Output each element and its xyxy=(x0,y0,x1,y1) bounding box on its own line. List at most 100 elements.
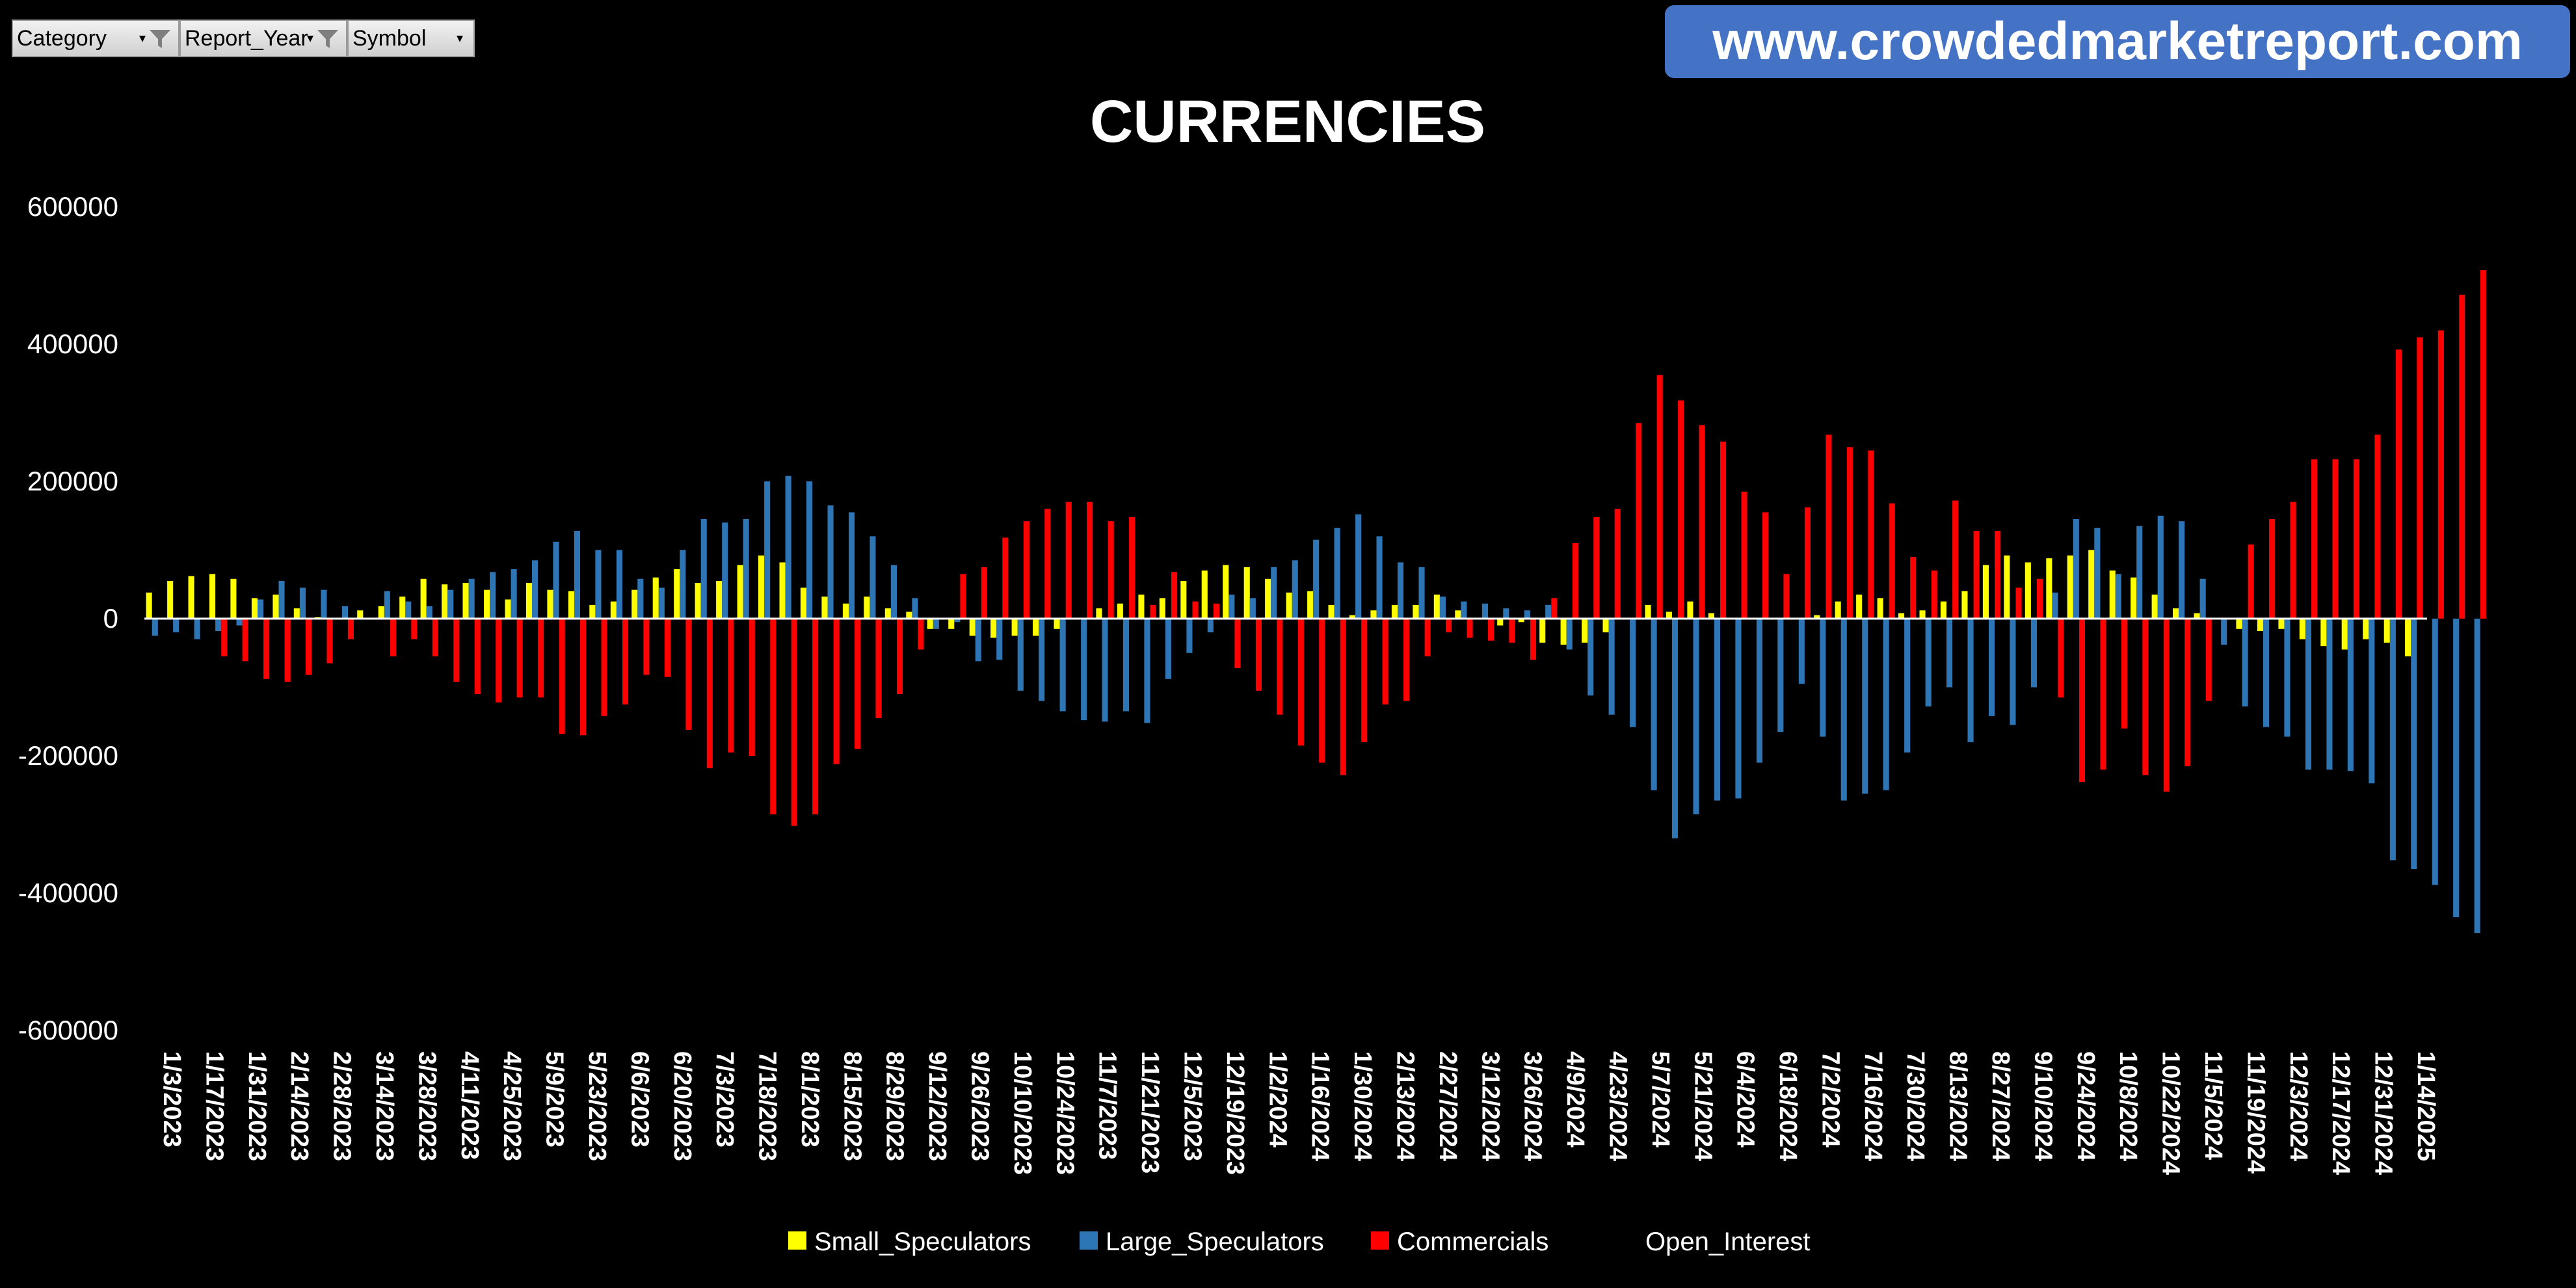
bar-commercials xyxy=(1192,601,1199,619)
bar-commercials xyxy=(1551,598,1558,619)
x-tick-label: 12/3/2024 xyxy=(2285,1051,2312,1161)
bar-small-speculators xyxy=(1856,595,1863,619)
bar-commercials xyxy=(833,619,840,764)
bar-large-speculators xyxy=(1714,619,1720,801)
bar-small-speculators xyxy=(1159,598,1165,619)
bar-commercials xyxy=(2459,295,2465,619)
bar-small-speculators xyxy=(1096,608,1102,619)
bar-small-speculators xyxy=(209,574,216,619)
bar-small-speculators xyxy=(842,603,849,619)
bar-large-speculators xyxy=(1820,619,1826,737)
x-tick-label: 11/7/2023 xyxy=(1094,1051,1121,1160)
bar-small-speculators xyxy=(2151,595,2158,619)
bar-small-speculators xyxy=(1033,619,1039,636)
bar-small-speculators xyxy=(188,576,194,619)
bar-small-speculators xyxy=(1602,619,1609,633)
bar-commercials xyxy=(1699,425,1705,619)
bar-small-speculators xyxy=(2194,613,2200,619)
bar-commercials xyxy=(2395,349,2402,619)
bar-small-speculators xyxy=(1961,591,1968,619)
bar-commercials xyxy=(897,619,903,694)
bar-small-speculators xyxy=(1835,601,1841,619)
bar-large-speculators xyxy=(1545,604,1552,619)
bar-commercials xyxy=(601,619,607,716)
bar-commercials xyxy=(559,619,565,734)
x-tick-label: 6/20/2023 xyxy=(669,1051,696,1161)
x-tick-label: 11/21/2023 xyxy=(1136,1051,1163,1174)
bar-small-speculators xyxy=(2257,619,2263,631)
x-tick-label: 10/10/2023 xyxy=(1009,1051,1036,1175)
bar-commercials xyxy=(749,619,755,756)
bar-large-speculators xyxy=(1418,567,1425,619)
bar-large-speculators xyxy=(743,519,749,619)
bar-small-speculators xyxy=(2341,619,2348,650)
bar-commercials xyxy=(1129,517,1135,619)
website-banner-button[interactable]: www.crowdedmarketreport.com xyxy=(1665,5,2570,78)
bar-small-speculators xyxy=(1560,619,1567,645)
bar-commercials xyxy=(770,619,777,814)
category-filter-label: Category xyxy=(17,26,107,51)
x-tick-label: 9/24/2024 xyxy=(2072,1051,2099,1161)
symbol-filter-label: Symbol xyxy=(352,26,427,51)
bar-commercials xyxy=(960,574,966,619)
bar-large-speculators xyxy=(1777,619,1784,732)
bar-large-speculators xyxy=(321,589,327,619)
bar-commercials xyxy=(2332,459,2339,619)
report-year-filter-button[interactable]: Report_Year ▾ xyxy=(179,20,347,57)
bar-large-speculators xyxy=(511,569,517,619)
bar-large-speculators xyxy=(278,581,285,619)
bar-large-speculators xyxy=(1334,528,1340,619)
bar-commercials xyxy=(1741,491,1747,619)
bar-large-speculators xyxy=(2199,578,2206,619)
y-axis: 600000 400000 200000 0 -200000 -400000 -600000 xyxy=(18,191,118,1045)
x-tick-label: 1/3/2023 xyxy=(158,1051,185,1147)
x-tick-label: 3/28/2023 xyxy=(413,1051,440,1161)
bar-large-speculators xyxy=(954,619,961,623)
bar-small-speculators xyxy=(927,619,933,629)
bar-small-speculators xyxy=(674,569,680,619)
bar-large-speculators xyxy=(1840,619,1847,801)
x-tick-label: 3/12/2024 xyxy=(1476,1051,1504,1161)
bar-small-speculators xyxy=(716,581,723,619)
bar-large-speculators xyxy=(2389,619,2396,861)
bar-small-speculators xyxy=(906,611,912,619)
bar-commercials xyxy=(390,619,396,656)
symbol-filter-button[interactable]: Symbol ▾ xyxy=(347,20,475,57)
bar-large-speculators xyxy=(299,587,306,619)
filter-icon xyxy=(317,30,338,48)
bar-large-speculators xyxy=(933,619,939,629)
x-tick-label: 3/14/2023 xyxy=(371,1051,398,1161)
bar-small-speculators xyxy=(884,608,891,619)
bar-commercials xyxy=(1277,619,1283,715)
chart-title: CURRENCIES xyxy=(1090,88,1485,155)
bar-commercials xyxy=(284,619,291,682)
bar-small-speculators xyxy=(272,595,279,619)
x-tick-label: 8/15/2023 xyxy=(838,1051,866,1161)
bar-small-speculators xyxy=(1898,613,1905,619)
chevron-down-icon: ▾ xyxy=(306,31,313,46)
bar-commercials xyxy=(1762,512,1769,619)
bar-commercials xyxy=(2163,619,2170,792)
bar-commercials xyxy=(2437,330,2444,619)
bar-small-speculators xyxy=(462,583,469,619)
bar-small-speculators xyxy=(568,591,574,619)
bar-large-speculators xyxy=(1630,619,1636,727)
bar-commercials xyxy=(1340,619,1346,775)
bar-large-speculators xyxy=(2157,515,2164,619)
x-tick-label: 2/13/2024 xyxy=(1392,1051,1419,1161)
x-tick-label: 5/9/2023 xyxy=(541,1051,568,1147)
bar-large-speculators xyxy=(2369,619,2375,784)
bar-small-speculators xyxy=(378,606,384,619)
bar-large-speculators xyxy=(890,565,897,619)
legend: Small_Speculators Large_Speculators Commer… xyxy=(788,1228,1811,1256)
x-tick-label: 10/22/2024 xyxy=(2157,1051,2184,1175)
bar-commercials xyxy=(1065,502,1072,619)
bar-large-speculators xyxy=(1798,619,1805,684)
bar-small-speculators xyxy=(167,581,174,619)
category-filter-button[interactable]: Category ▾ xyxy=(12,20,179,57)
x-tick-label: 7/3/2023 xyxy=(711,1051,738,1147)
bar-commercials xyxy=(1826,435,1832,619)
bar-small-speculators xyxy=(1223,565,1229,619)
bar-large-speculators xyxy=(1651,619,1657,790)
